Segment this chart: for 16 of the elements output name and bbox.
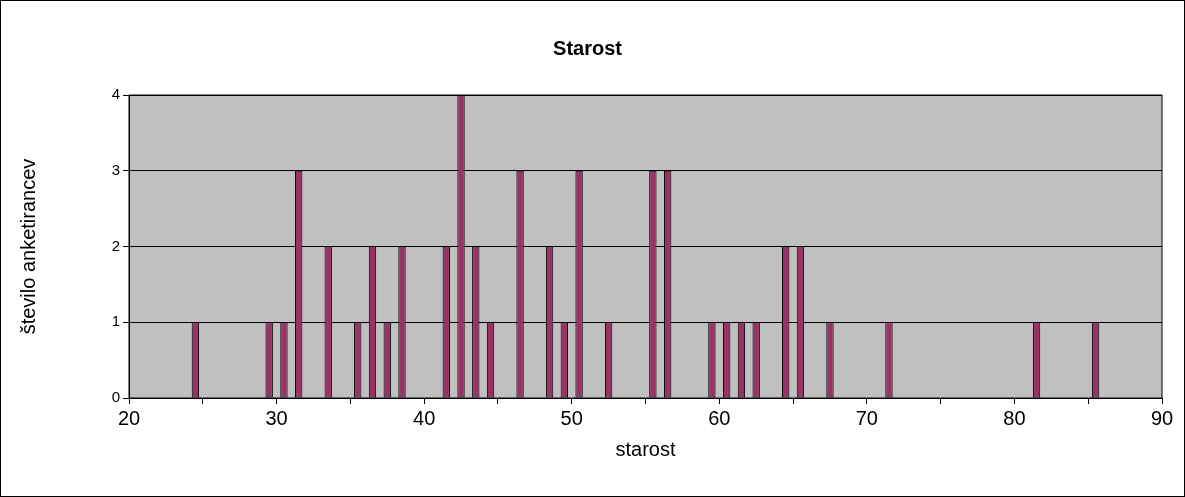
y-tick-label: 4 — [111, 85, 120, 103]
y-tick-label: 2 — [111, 236, 120, 254]
x-tick-label: 60 — [708, 406, 731, 429]
x-tick-label: 20 — [117, 406, 141, 429]
y-tick-label: 1 — [111, 312, 120, 330]
x-axis-title: starost — [615, 437, 676, 460]
x-tick-label: 50 — [560, 406, 583, 429]
x-tick-label: 40 — [413, 406, 436, 429]
x-tick-label: 30 — [265, 406, 288, 429]
chart-title: Starost — [553, 36, 623, 59]
y-axis-title: število anketirancev — [16, 158, 39, 335]
x-tick-label: 90 — [1150, 406, 1174, 429]
x-tick-label: 70 — [855, 406, 878, 429]
y-tick-label: 0 — [111, 388, 120, 406]
y-tick-label: 3 — [111, 160, 120, 178]
x-tick-label: 80 — [1003, 406, 1026, 429]
